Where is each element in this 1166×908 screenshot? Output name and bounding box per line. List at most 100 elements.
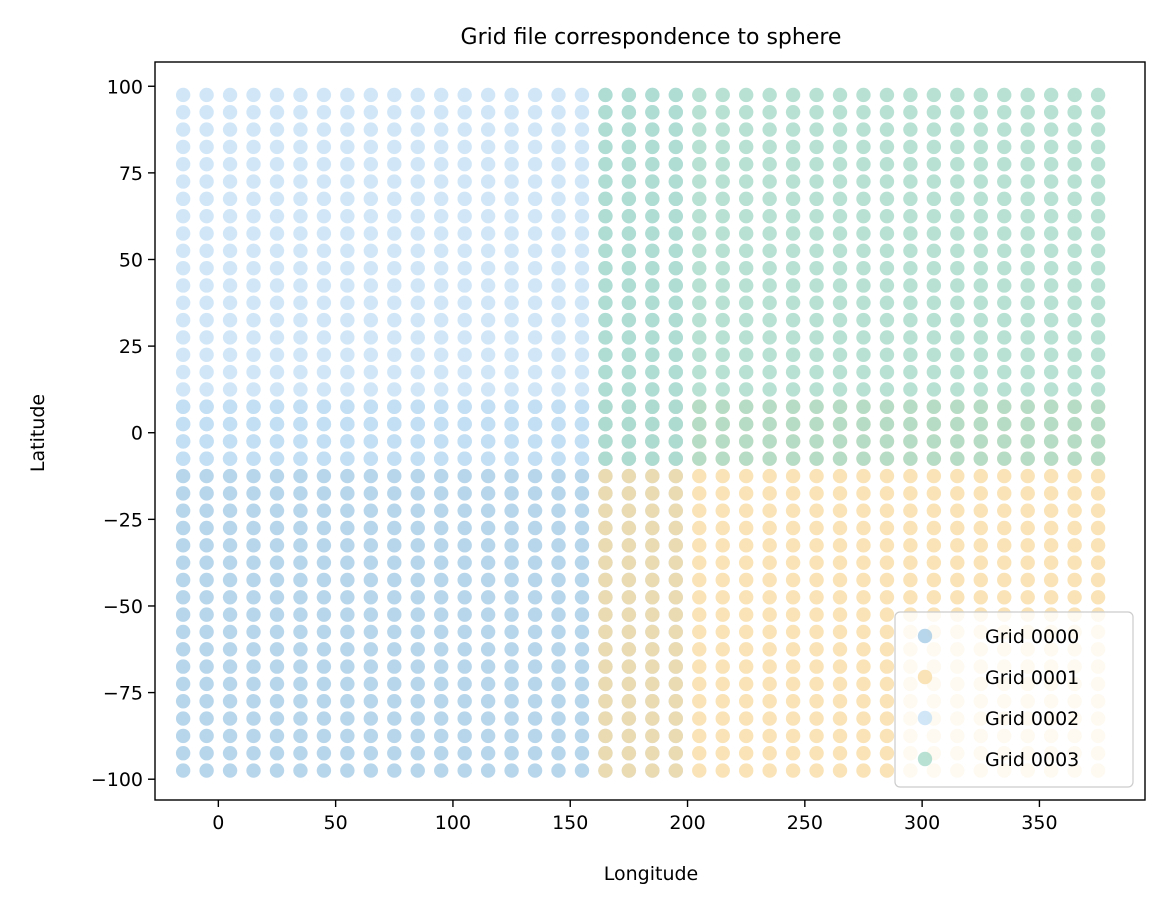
data-point	[316, 347, 332, 362]
data-point	[410, 122, 425, 137]
data-point	[551, 486, 566, 501]
data-point	[950, 364, 965, 380]
data-point	[340, 139, 355, 155]
data-point	[175, 555, 191, 570]
data-point	[598, 711, 613, 726]
series-4	[598, 87, 1106, 466]
data-point	[926, 572, 942, 588]
data-point	[832, 659, 848, 674]
data-point	[175, 260, 191, 276]
data-point	[738, 139, 754, 155]
data-point	[340, 763, 355, 778]
data-point	[527, 503, 543, 518]
data-point	[762, 364, 777, 380]
data-point	[645, 278, 660, 293]
data-point	[809, 676, 824, 692]
data-point	[738, 728, 754, 744]
data-point	[457, 486, 472, 501]
y-axis-label: Latitude	[27, 394, 49, 472]
data-point	[340, 624, 355, 640]
data-point	[222, 347, 238, 362]
data-point	[269, 174, 285, 189]
data-point	[1090, 312, 1106, 328]
data-point	[903, 157, 918, 172]
data-point	[997, 538, 1012, 553]
data-point	[480, 434, 496, 449]
data-point	[832, 746, 848, 761]
data-point	[222, 746, 238, 761]
data-point	[269, 382, 285, 397]
data-point	[175, 382, 191, 397]
data-point	[480, 278, 496, 293]
data-point	[832, 399, 848, 414]
data-point	[504, 330, 519, 345]
data-point	[762, 191, 777, 207]
data-point	[1043, 468, 1059, 484]
data-point	[762, 399, 777, 414]
data-point	[527, 434, 543, 449]
data-point	[269, 399, 285, 414]
data-point	[785, 538, 801, 553]
data-point	[199, 139, 214, 155]
data-point	[246, 434, 261, 449]
data-point	[692, 694, 707, 709]
data-point	[527, 711, 543, 726]
data-point	[1020, 243, 1035, 259]
data-point	[480, 763, 496, 778]
data-point	[551, 139, 566, 155]
data-point	[574, 728, 590, 744]
data-point	[199, 330, 214, 345]
data-point	[222, 607, 238, 622]
data-point	[387, 278, 402, 293]
data-point	[1090, 434, 1106, 449]
data-point	[598, 538, 613, 553]
data-point	[551, 503, 566, 518]
data-point	[363, 676, 379, 692]
data-point	[973, 105, 988, 120]
data-point	[645, 694, 660, 709]
data-point	[879, 486, 895, 501]
data-point	[527, 347, 543, 362]
data-point	[457, 278, 472, 293]
data-point	[504, 468, 519, 484]
data-point	[1090, 278, 1106, 293]
data-point	[410, 295, 425, 310]
data-point	[551, 746, 566, 761]
data-point	[387, 87, 402, 103]
data-point	[762, 763, 777, 778]
data-point	[504, 728, 519, 744]
data-point	[387, 572, 402, 588]
data-point	[762, 642, 777, 657]
data-point	[269, 676, 285, 692]
data-point	[598, 555, 613, 570]
data-point	[457, 416, 472, 432]
data-point	[457, 468, 472, 484]
data-point	[269, 243, 285, 259]
data-point	[762, 503, 777, 518]
data-point	[293, 520, 308, 536]
data-point	[598, 468, 613, 484]
data-point	[997, 243, 1012, 259]
data-point	[434, 590, 449, 605]
data-point	[785, 659, 801, 674]
data-point	[1067, 538, 1082, 553]
data-point	[903, 382, 918, 397]
data-point	[574, 763, 590, 778]
data-point	[621, 676, 637, 692]
data-point	[645, 676, 660, 692]
data-point	[246, 260, 261, 276]
data-point	[434, 555, 449, 570]
data-point	[692, 122, 707, 137]
data-point	[832, 642, 848, 657]
data-point	[551, 468, 566, 484]
data-point	[246, 226, 261, 241]
data-point	[434, 746, 449, 761]
data-point	[879, 243, 895, 259]
data-point	[457, 399, 472, 414]
data-point	[598, 520, 613, 536]
data-point	[363, 763, 379, 778]
data-point	[668, 139, 684, 155]
data-point	[879, 711, 895, 726]
data-point	[246, 676, 261, 692]
data-point	[269, 520, 285, 536]
